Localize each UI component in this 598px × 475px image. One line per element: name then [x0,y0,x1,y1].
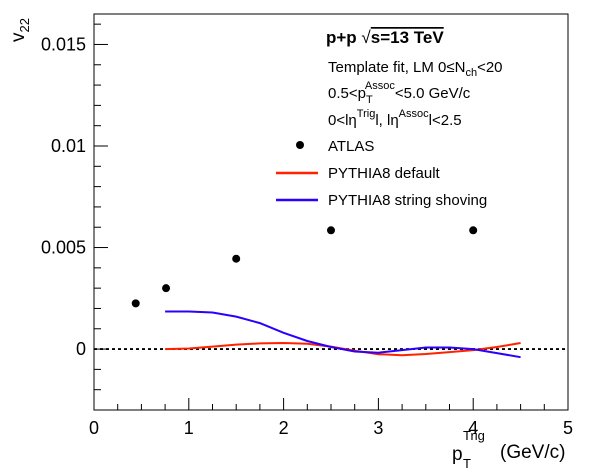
y-tick-label: 0.01 [51,136,86,156]
x-tick-label: 4 [468,418,478,438]
x-axis-label-sub: T [463,456,471,471]
y-axis-label: v22 [8,18,32,42]
legend: ATLAS PYTHIA8 default PYTHIA8 string sho… [276,138,487,209]
series-line-pythia8-string-shoving [165,310,521,359]
x-tick-label: 5 [563,418,573,438]
data-point-atlas [232,254,241,263]
x-tick-label: 2 [279,418,289,438]
data-point-atlas [131,299,140,308]
data-point-atlas [469,226,478,235]
annotation-line-3: 0<lηTrigl, lηAssocl<2.5 [328,108,462,129]
x-tick-label: 1 [184,418,194,438]
svg-text:v22: v22 [8,18,32,42]
series-lines [165,310,521,359]
x-tick-label: 0 [89,418,99,438]
y-tick-label: 0.005 [41,238,86,258]
x-axis-label: p T Trig (GeV/c) [452,428,565,471]
legend-label-pythia-default: PYTHIA8 default [328,165,441,182]
y-axis-label-sub: 22 [17,18,32,32]
y-axis-ticks: 0 0.005 0.01 0.015 [41,23,108,411]
legend-label-pythia-shoving: PYTHIA8 string shoving [328,192,487,209]
annotation-line-2: 0.5<pTAssoc<5.0 GeV/c [328,80,471,106]
legend-marker-atlas [296,141,304,149]
y-axis-label-main: v [8,32,29,42]
series-points [131,226,478,308]
annotation-line-1: Template fit, LM 0≤Nch<20 [328,59,503,79]
x-axis-ticks: 0 1 2 3 4 5 [89,398,573,438]
legend-label-atlas: ATLAS [328,138,374,155]
title-annotation: p+p √s=13 TeV [326,28,444,47]
annotation-block: p+p √s=13 TeV Template fit, LM 0≤Nch<20 … [326,28,503,129]
data-point-atlas [162,284,171,293]
x-axis-label-unit: (GeV/c) [500,442,565,463]
data-point-atlas [327,226,335,235]
x-axis-label-sup: Trig [463,428,485,443]
y-tick-label: 0 [76,339,86,359]
y-tick-label: 0.015 [41,34,86,54]
x-tick-label: 3 [373,418,383,438]
x-axis-label-main: p [452,444,463,465]
sqrt-symbol: √ [361,28,371,47]
